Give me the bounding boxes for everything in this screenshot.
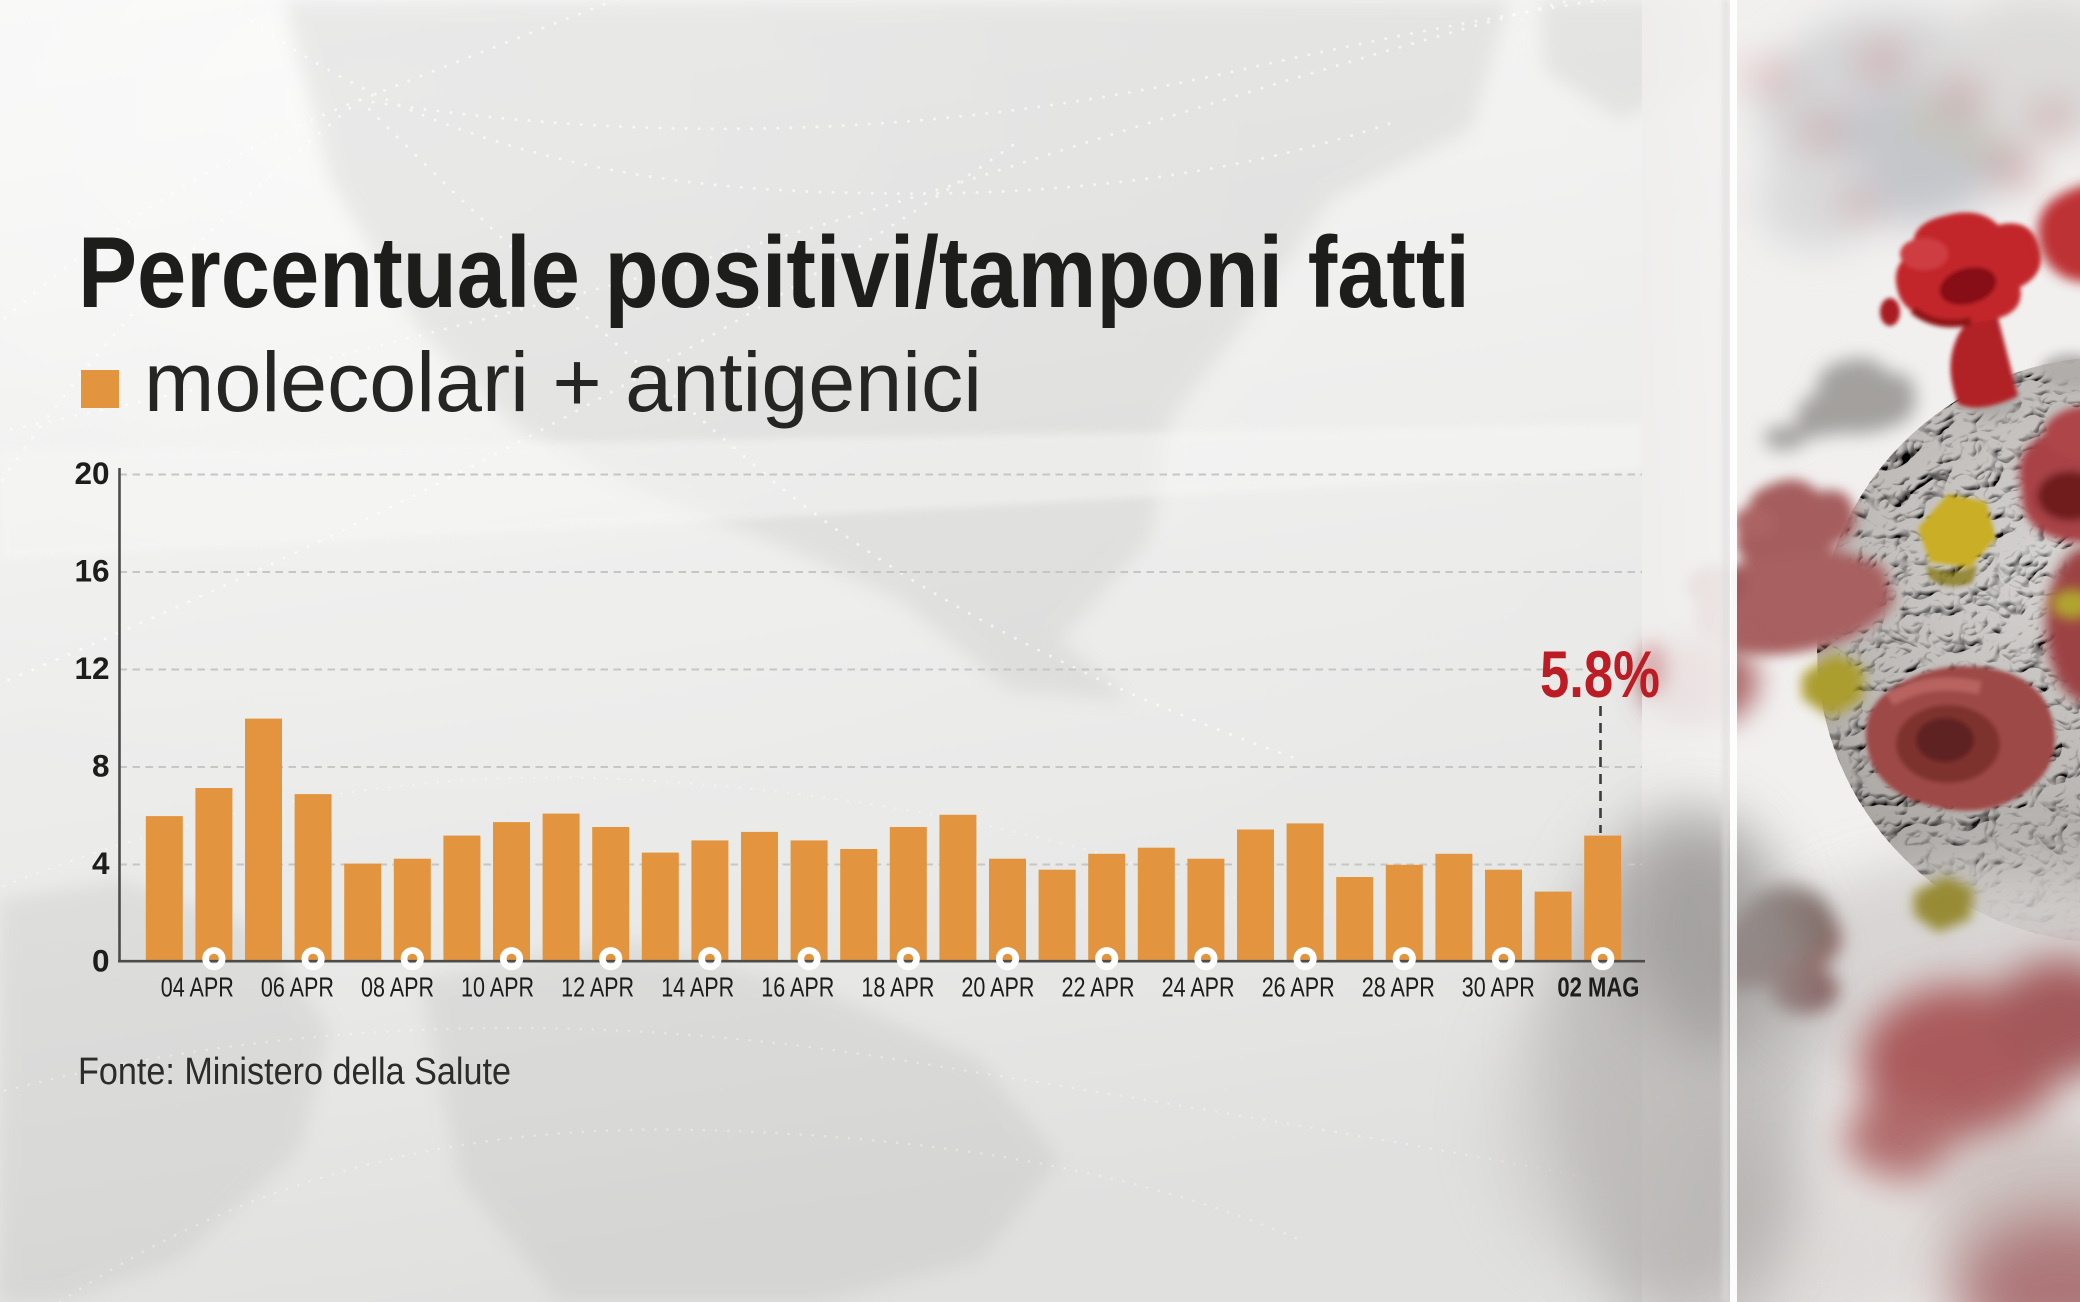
svg-text:Fonte: Ministero della Salute: Fonte: Ministero della Salute [78,1051,511,1093]
svg-text:16 APR: 16 APR [761,972,834,1003]
svg-text:28 APR: 28 APR [1362,972,1435,1003]
svg-text:5.8%: 5.8% [1540,637,1660,711]
svg-text:26 APR: 26 APR [1262,972,1335,1003]
svg-text:molecolari + antigenici: molecolari + antigenici [144,335,982,429]
svg-text:10 APR: 10 APR [461,972,534,1003]
svg-text:20 APR: 20 APR [961,972,1034,1003]
svg-text:18 APR: 18 APR [861,972,934,1003]
svg-text:12 APR: 12 APR [561,972,634,1003]
svg-text:14 APR: 14 APR [661,972,734,1003]
svg-text:Percentuale positivi/tamponi f: Percentuale positivi/tamponi fatti [78,217,1470,329]
svg-text:30 APR: 30 APR [1462,972,1535,1003]
svg-text:24 APR: 24 APR [1162,972,1235,1003]
svg-text:0: 0 [92,943,110,979]
svg-text:22 APR: 22 APR [1062,972,1135,1003]
svg-text:16: 16 [74,553,109,589]
svg-text:04 APR: 04 APR [161,972,234,1003]
svg-text:02 MAG: 02 MAG [1557,972,1639,1003]
svg-text:8: 8 [92,748,110,784]
svg-text:08 APR: 08 APR [361,972,434,1003]
svg-text:06 APR: 06 APR [261,972,334,1003]
svg-text:20: 20 [74,455,109,491]
svg-text:4: 4 [92,845,110,881]
svg-text:12: 12 [74,650,109,686]
